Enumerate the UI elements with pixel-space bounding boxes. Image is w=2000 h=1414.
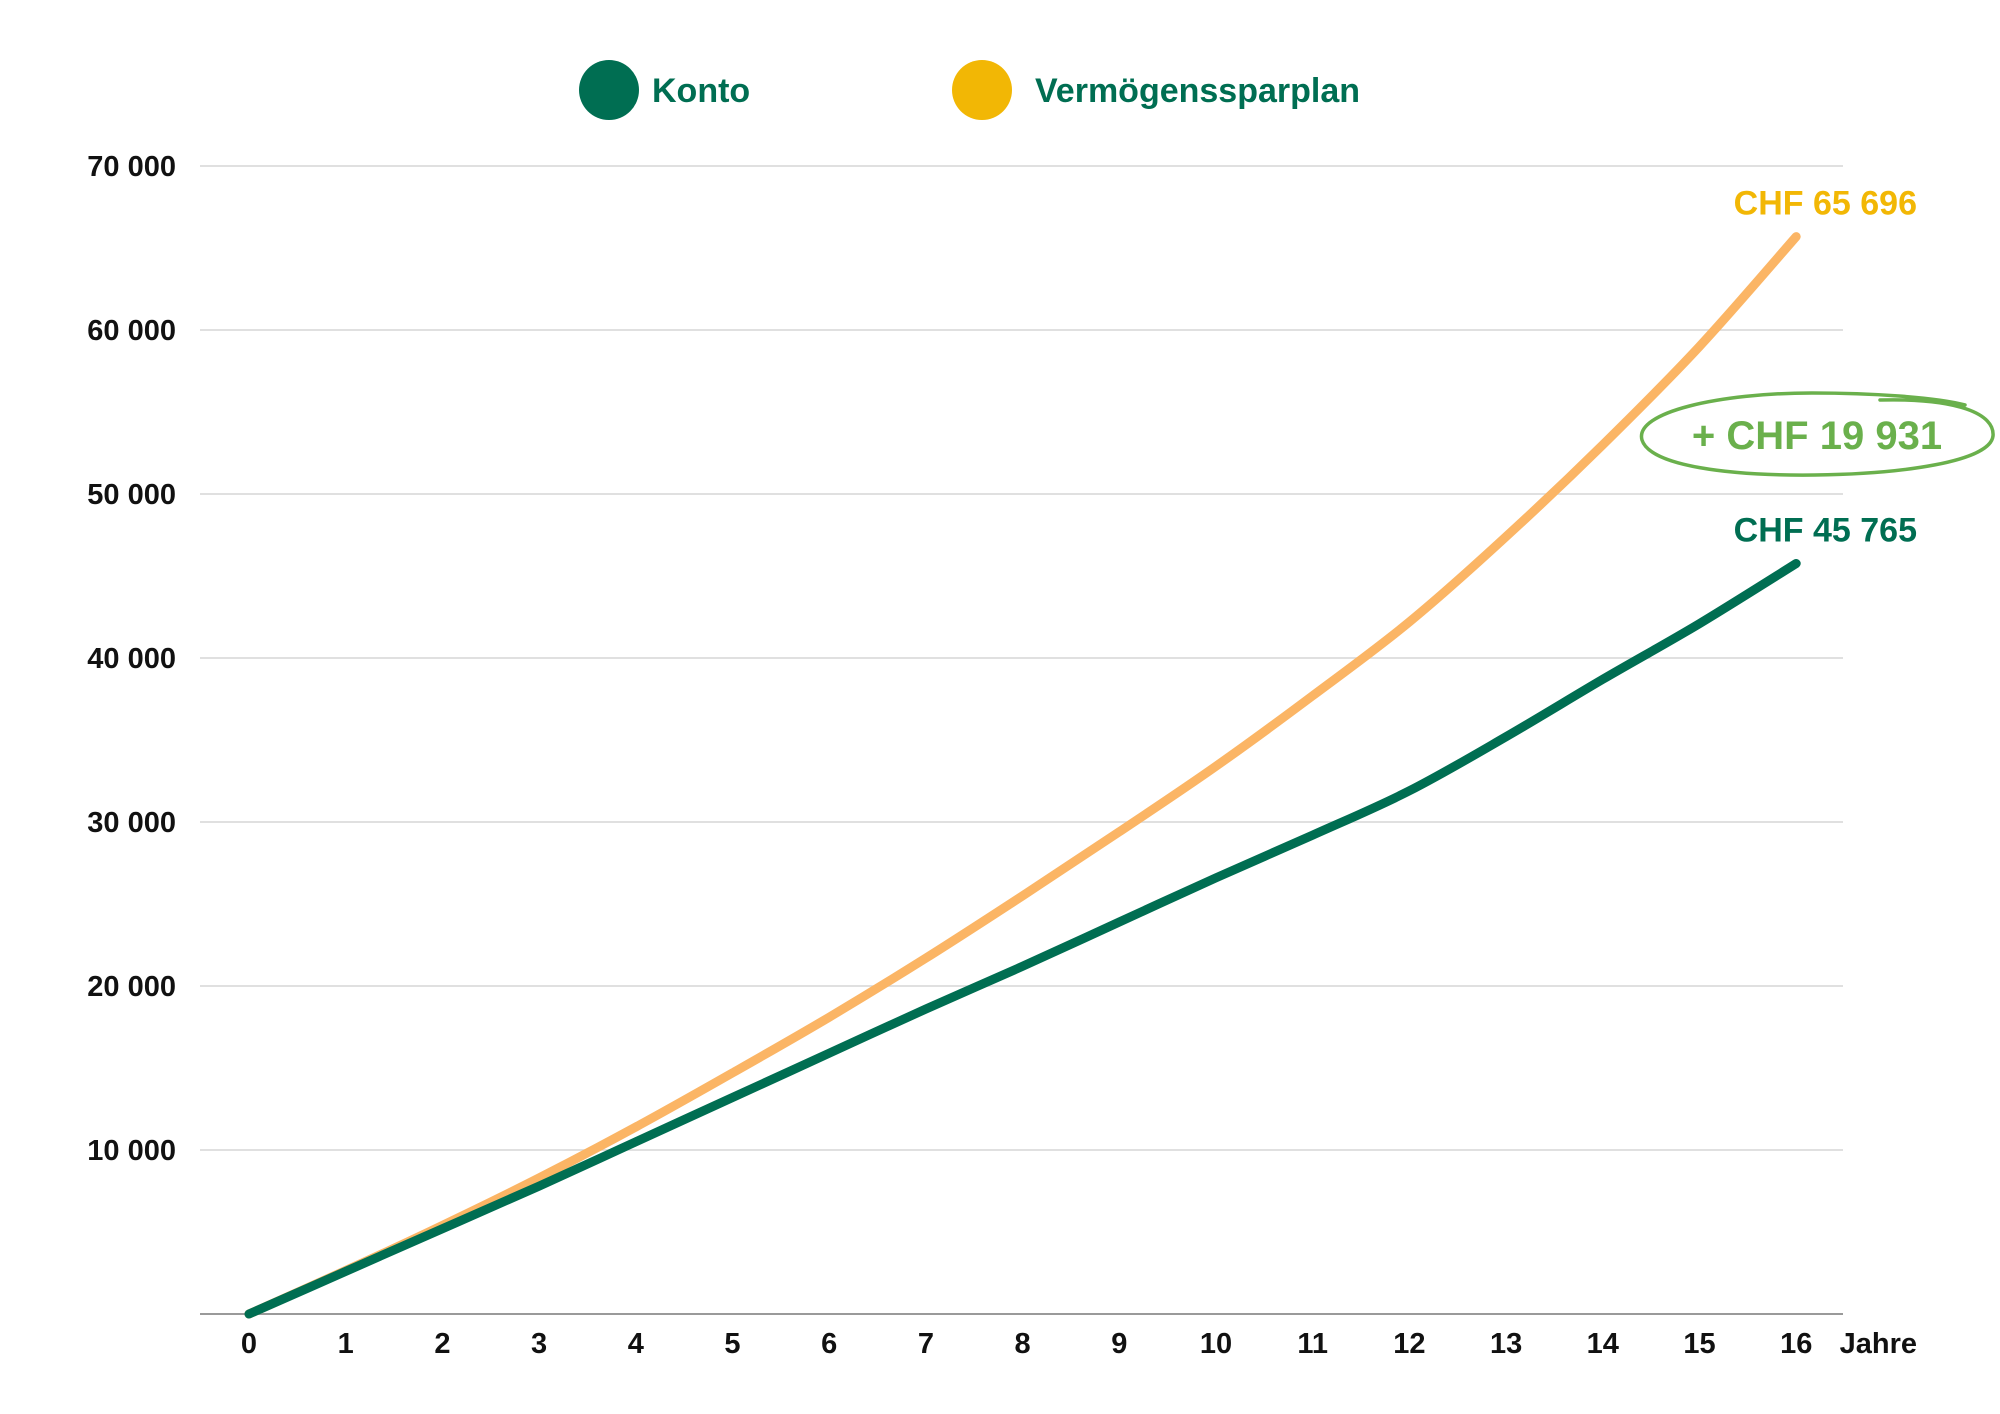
difference-label: + CHF 19 931 xyxy=(1692,414,1942,458)
x-tick-label: 1 xyxy=(338,1328,354,1360)
x-tick-label: 13 xyxy=(1490,1328,1522,1360)
difference-annotation: + CHF 19 931 xyxy=(1639,391,1995,477)
series-lines xyxy=(244,232,1801,1319)
y-tick-label: 60 000 xyxy=(87,315,176,347)
y-tick-label: 70 000 xyxy=(87,151,176,183)
y-tick-label: 40 000 xyxy=(87,643,176,675)
x-tick-label: 8 xyxy=(1015,1328,1031,1360)
x-tick-label: 0 xyxy=(241,1328,257,1360)
legend: Konto Vermögenssparplan xyxy=(579,60,1360,120)
x-tick-label: 6 xyxy=(821,1328,837,1360)
y-tick-label: 30 000 xyxy=(87,807,176,839)
end-label-verm-genssparplan: CHF 65 696 xyxy=(1734,185,1917,223)
annotation-ellipse xyxy=(1639,391,1995,477)
grid-lines xyxy=(200,165,1843,1151)
series-line-konto xyxy=(244,559,1801,1319)
x-tick-label: 10 xyxy=(1200,1328,1232,1360)
x-tick-label: 4 xyxy=(628,1328,644,1360)
x-tick-label: 14 xyxy=(1587,1328,1619,1360)
x-tick-label: 12 xyxy=(1393,1328,1425,1360)
x-axis: 0 1 2 3 4 5 6 7 8 9 10 11 12 13 14 15 16 Jahre xyxy=(200,1313,1917,1360)
y-tick-label: 50 000 xyxy=(87,479,176,511)
y-tick-label: 20 000 xyxy=(87,971,176,1003)
x-tick-label: 9 xyxy=(1111,1328,1127,1360)
end-labels: CHF 45 765 CHF 65 696 xyxy=(1734,185,1917,550)
legend-label-konto: Konto xyxy=(652,72,750,110)
legend-marker-konto xyxy=(579,60,639,120)
x-tick-label: 16 xyxy=(1780,1328,1812,1360)
x-axis-unit-label: Jahre xyxy=(1840,1328,1917,1360)
series-line-verm-genssparplan xyxy=(244,232,1801,1319)
x-tick-label: 3 xyxy=(531,1328,547,1360)
x-tick-label: 11 xyxy=(1297,1328,1328,1360)
x-tick-label: 15 xyxy=(1683,1328,1715,1360)
legend-label-verm-genssparplan: Vermögenssparplan xyxy=(1035,72,1360,110)
x-tick-label: 2 xyxy=(434,1328,450,1360)
y-tick-label: 10 000 xyxy=(87,1135,176,1167)
y-axis: 10 000 20 000 30 000 40 000 50 000 60 000 70 0… xyxy=(87,151,176,1167)
end-label-konto: CHF 45 765 xyxy=(1734,511,1917,549)
legend-marker-verm-genssparplan xyxy=(952,60,1012,120)
x-tick-label: 7 xyxy=(918,1328,934,1360)
x-tick-label: 5 xyxy=(724,1328,740,1360)
